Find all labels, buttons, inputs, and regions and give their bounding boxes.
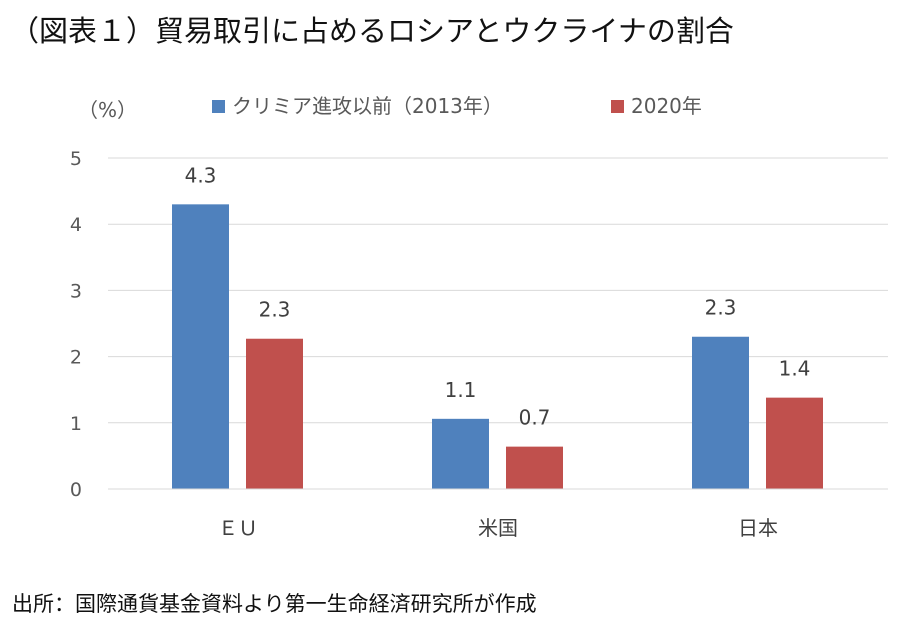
y-tick-label: 4 (70, 214, 82, 236)
data-label: 1.1 (445, 378, 477, 402)
data-label: 0.7 (519, 406, 551, 430)
y-tick-label: 0 (70, 479, 82, 501)
bar (506, 446, 563, 489)
x-tick-label: 日本 (738, 516, 778, 540)
y-tick-label: 5 (70, 148, 82, 170)
bar (766, 397, 823, 489)
bar (432, 418, 489, 489)
bar (246, 338, 303, 489)
y-tick-label: 1 (70, 413, 82, 435)
bar (172, 204, 229, 489)
chart-title: （図表１）貿易取引に占めるロシアとウクライナの割合 (10, 14, 734, 48)
legend-swatch (212, 100, 225, 113)
y-tick-label: 3 (70, 280, 82, 302)
data-label: 2.3 (259, 298, 291, 322)
bar (692, 336, 749, 489)
legend-label: 2020年 (631, 94, 702, 118)
data-label: 2.3 (705, 296, 737, 320)
data-label: 1.4 (779, 357, 811, 381)
legend-label: クリミア進攻以前（2013年） (232, 94, 503, 118)
y-axis-label: （%） (78, 98, 137, 122)
x-tick-label: ＥＵ (218, 516, 258, 540)
legend-swatch (611, 100, 624, 113)
x-tick-label: 米国 (478, 516, 518, 540)
data-label: 4.3 (185, 163, 217, 187)
source-note: 出所：国際通貨基金資料より第一生命経済研究所が作成 (12, 592, 537, 616)
y-tick-label: 2 (70, 347, 82, 369)
